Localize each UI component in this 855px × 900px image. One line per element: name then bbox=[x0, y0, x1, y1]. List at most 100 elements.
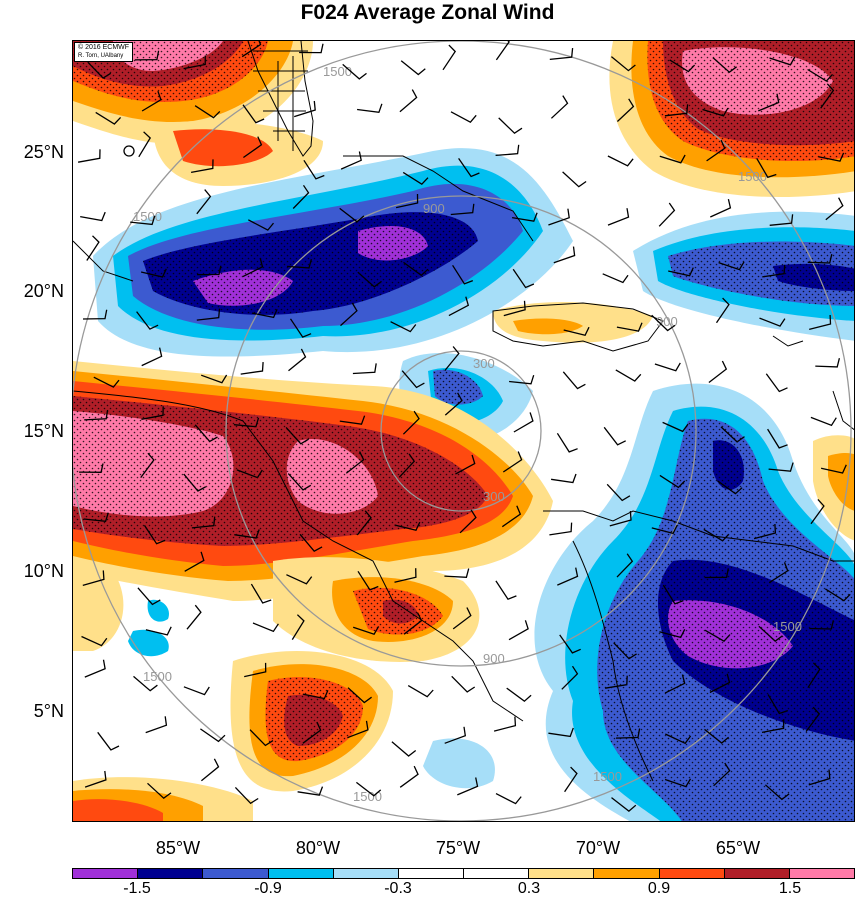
wind-barb bbox=[394, 568, 417, 583]
wind-barb bbox=[658, 202, 676, 227]
wind-barb bbox=[651, 525, 678, 535]
colorbar-label: -1.5 bbox=[123, 880, 151, 897]
wind-barb bbox=[140, 452, 155, 478]
wind-barb bbox=[450, 111, 477, 124]
colorbar-swatch bbox=[723, 869, 789, 878]
colorbar-swatch bbox=[267, 869, 333, 878]
wind-barb bbox=[764, 784, 790, 801]
range-ring-label-300: 300 bbox=[473, 356, 495, 371]
range-rings bbox=[73, 41, 852, 821]
lon-label-75w: 75°W bbox=[435, 838, 481, 858]
wind-barb bbox=[357, 570, 379, 591]
wind-barb bbox=[244, 662, 267, 678]
lat-label-15n: 15°N bbox=[23, 421, 64, 441]
wind-barb bbox=[340, 302, 358, 327]
wind-barb bbox=[553, 246, 576, 264]
colorbar-label: -0.3 bbox=[384, 880, 412, 897]
wind-barb bbox=[138, 131, 152, 158]
wind-barb bbox=[768, 462, 794, 472]
wind-barb bbox=[508, 620, 529, 641]
wind-barb bbox=[200, 728, 226, 743]
wind-barb bbox=[495, 580, 517, 600]
wind-barb bbox=[512, 268, 535, 289]
wind-barb bbox=[717, 480, 743, 495]
wind-barb bbox=[141, 406, 164, 420]
wind-barb bbox=[702, 107, 729, 117]
wind-barb bbox=[459, 509, 477, 534]
wind-barb bbox=[303, 159, 325, 180]
wind-barb bbox=[145, 626, 172, 636]
wind-barb bbox=[240, 362, 264, 375]
wind-barb bbox=[399, 89, 418, 113]
colorbar-label: 1.5 bbox=[778, 880, 802, 897]
wind-barb bbox=[616, 322, 643, 332]
wind-barb bbox=[234, 529, 260, 539]
wind-barb bbox=[81, 635, 108, 647]
wind-barb bbox=[493, 716, 517, 732]
wind-barb bbox=[616, 98, 635, 122]
wind-barb bbox=[93, 376, 120, 388]
wind-barb bbox=[613, 642, 637, 660]
wind-barb bbox=[659, 154, 686, 164]
credit-box: © 2016 ECMWF R. Torn, UAlbany bbox=[74, 42, 134, 62]
wind-barb bbox=[407, 685, 434, 698]
wind-barb bbox=[651, 314, 676, 332]
range-ring-label-900: 900 bbox=[423, 201, 445, 216]
wind-barb bbox=[662, 421, 689, 433]
wind-barb bbox=[807, 68, 833, 82]
wind-barb bbox=[285, 426, 309, 445]
wind-barb bbox=[444, 392, 463, 416]
colorbar-swatch bbox=[73, 869, 138, 878]
wind-barb bbox=[815, 358, 841, 368]
wind-barb bbox=[403, 261, 429, 277]
wind-barb bbox=[664, 104, 689, 117]
wind-barb bbox=[506, 687, 532, 703]
wind-barb bbox=[810, 498, 825, 525]
wind-barb bbox=[654, 362, 681, 372]
wind-barb bbox=[606, 483, 631, 502]
wind-barb bbox=[559, 634, 581, 654]
wind-barb bbox=[669, 59, 696, 73]
wind-barb bbox=[86, 235, 100, 261]
wind-barb bbox=[664, 674, 686, 694]
wind-barb bbox=[136, 311, 159, 330]
wind-barb bbox=[611, 797, 637, 812]
wind-barb bbox=[808, 769, 831, 786]
wind-barb bbox=[668, 267, 694, 277]
wind-barb bbox=[710, 198, 732, 218]
wind-barb bbox=[457, 777, 479, 796]
wind-barb bbox=[196, 189, 212, 215]
credit-line-2: R. Torn, UAlbany bbox=[78, 53, 124, 59]
wind-barb bbox=[556, 432, 578, 453]
wind-barb bbox=[807, 662, 821, 689]
wind-barb bbox=[703, 528, 730, 542]
wind-barb bbox=[548, 727, 574, 738]
wind-barb bbox=[610, 56, 636, 72]
wind-barb bbox=[251, 308, 278, 319]
wind-barb bbox=[247, 219, 275, 231]
wind-barb bbox=[809, 620, 835, 630]
wind-barb bbox=[664, 778, 692, 788]
wind-barb bbox=[398, 453, 416, 478]
colorbar-label: 0.9 bbox=[647, 880, 671, 897]
significance-stippling bbox=[73, 41, 854, 821]
colorbar-swatch bbox=[528, 869, 594, 878]
wind-barb bbox=[183, 55, 206, 70]
wind-barb bbox=[302, 721, 322, 744]
wind-barb bbox=[720, 426, 745, 443]
wind-barb bbox=[402, 410, 420, 435]
wind-barb bbox=[704, 629, 731, 643]
wind-barb bbox=[241, 41, 262, 58]
wind-barb bbox=[80, 211, 106, 222]
wind-barb bbox=[400, 60, 426, 76]
map-panel[interactable]: 300 300 900 900 900 1500 1500 1500 1500 … bbox=[72, 40, 855, 822]
colorbar-swatch bbox=[137, 869, 203, 878]
wind-barb bbox=[294, 100, 316, 118]
wind-barb bbox=[451, 675, 476, 693]
wind-barb bbox=[95, 111, 122, 125]
wind-barb bbox=[452, 607, 472, 630]
wind-barb bbox=[759, 317, 786, 327]
colorbar-label: -0.9 bbox=[254, 880, 282, 897]
wind-barb bbox=[183, 473, 207, 492]
wind-barb bbox=[503, 300, 526, 317]
